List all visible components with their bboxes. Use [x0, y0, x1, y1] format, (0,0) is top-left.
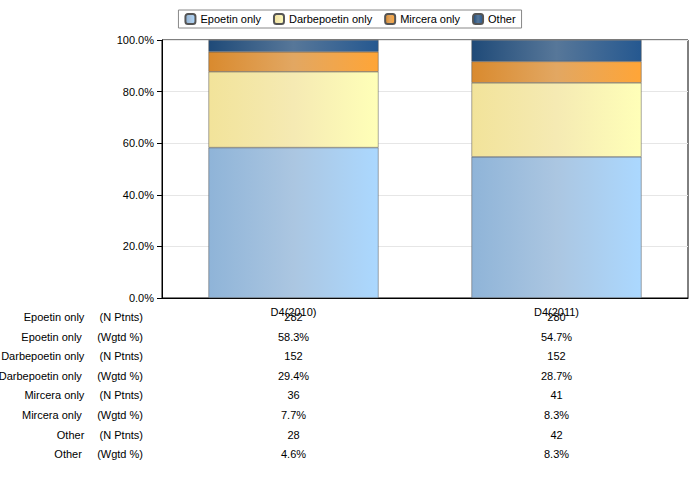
svg-text:0.0%: 0.0% — [129, 292, 154, 304]
svg-text:100.0%: 100.0% — [117, 34, 155, 46]
svg-text:60.0%: 60.0% — [123, 137, 154, 149]
svg-text:20.0%: 20.0% — [123, 240, 154, 252]
svg-text:Darbepoetin only: Darbepoetin only — [289, 13, 373, 25]
svg-text:Epoetin only: Epoetin only — [200, 13, 261, 25]
svg-text:40.0%: 40.0% — [123, 189, 154, 201]
svg-text:Mircera only: Mircera only — [400, 13, 460, 25]
svg-text:80.0%: 80.0% — [123, 86, 154, 98]
svg-text:Other: Other — [488, 13, 516, 25]
